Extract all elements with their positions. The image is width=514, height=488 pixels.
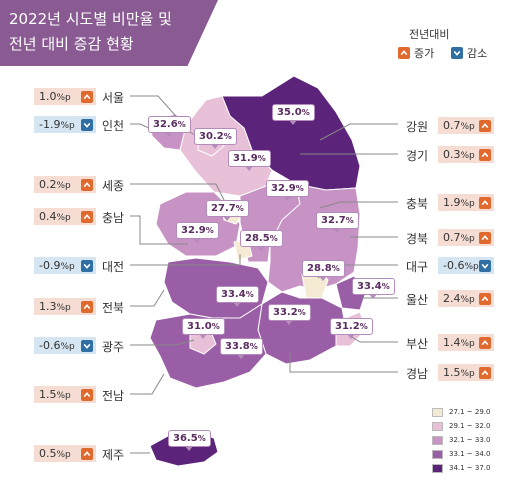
change-box-jeonnam: 1.5%p: [34, 386, 96, 403]
rate-badge-chungbuk: 32.9%: [266, 180, 309, 201]
legend-decrease-label: 감소: [467, 47, 488, 60]
rate-badge-gyeongnam: 33.2%: [268, 304, 311, 325]
down-arrow-icon: [81, 339, 93, 352]
scale-label-2: 29.1 ~ 32.0: [449, 422, 491, 430]
change-box-busan: 1.4%p: [438, 334, 494, 351]
down-arrow-icon: [451, 47, 463, 59]
up-arrow-icon: [81, 178, 93, 191]
scale-row-3: 32.1 ~ 33.0: [432, 434, 491, 446]
up-arrow-icon: [479, 119, 491, 132]
up-arrow-icon: [479, 196, 491, 209]
rate-badge-chungnam: 32.9%: [176, 222, 219, 243]
color-scale-legend: 27.1 ~ 29.0 29.1 ~ 32.0 32.1 ~ 33.0 33.1…: [432, 406, 491, 476]
up-arrow-icon: [479, 292, 491, 305]
rate-badge-jeju: 36.5%: [168, 430, 211, 451]
change-box-sejong: 0.2%p: [34, 176, 96, 193]
change-box-chungbuk: 1.9%p: [438, 194, 494, 211]
scale-swatch-3: [432, 435, 443, 445]
region-label-gyeongnam: 경남: [406, 367, 429, 381]
scale-row-2: 29.1 ~ 32.0: [432, 420, 491, 432]
rate-badge-busan: 31.2%: [330, 318, 373, 339]
change-box-daejeon: -0.9%p: [34, 257, 96, 274]
legend-increase: 증가: [398, 45, 434, 61]
region-label-chungbuk: 충북: [406, 197, 429, 211]
up-arrow-icon: [81, 210, 93, 223]
region-label-incheon: 인천: [102, 119, 125, 133]
change-box-gangwon: 0.7%p: [438, 117, 494, 134]
up-arrow-icon: [398, 47, 410, 59]
region-label-seoul: 서울: [102, 91, 125, 105]
up-arrow-icon: [479, 366, 491, 379]
change-box-gyeonggi: 0.3%p: [438, 146, 494, 163]
scale-row-4: 33.1 ~ 34.0: [432, 448, 491, 460]
region-label-jeonbuk: 전북: [102, 301, 125, 315]
legend-heading: 전년대비: [409, 28, 450, 41]
rate-badge-ulsan: 33.4%: [352, 278, 395, 299]
region-label-gyeonggi: 경기: [406, 149, 429, 163]
scale-row-1: 27.1 ~ 29.0: [432, 406, 491, 418]
change-box-incheon: -1.9%p: [34, 116, 96, 133]
down-arrow-icon: [81, 259, 93, 272]
region-label-jeju: 제주: [102, 448, 125, 462]
scale-label-4: 33.1 ~ 34.0: [449, 450, 491, 458]
rate-badge-seoul: 30.2%: [194, 128, 237, 149]
rate-badge-jeonnam: 33.8%: [220, 338, 263, 359]
rate-badge-gyeonggi: 31.9%: [228, 150, 271, 171]
legend-decrease: 감소: [451, 45, 487, 61]
legend-increase-label: 증가: [414, 47, 435, 60]
change-box-daegu: -0.6%p: [438, 257, 494, 274]
rate-badge-gangwon: 35.0%: [272, 104, 315, 125]
region-label-jeonnam: 전남: [102, 389, 125, 403]
rate-badge-gwangju: 31.0%: [182, 318, 225, 339]
scale-label-3: 32.1 ~ 33.0: [449, 436, 491, 444]
region-label-busan: 부산: [406, 337, 429, 351]
up-arrow-icon: [81, 300, 93, 313]
rate-badge-gyeongbuk: 32.7%: [316, 212, 359, 233]
scale-swatch-4: [432, 449, 443, 459]
title-line-1: 2022년 시도별 비만율 및: [9, 10, 172, 28]
rate-badge-daegu: 28.8%: [302, 260, 345, 281]
up-arrow-icon: [479, 336, 491, 349]
region-label-chungnam: 충남: [102, 211, 125, 225]
down-arrow-icon: [479, 259, 491, 272]
scale-label-1: 27.1 ~ 29.0: [449, 408, 491, 416]
region-label-sejong: 세종: [102, 179, 125, 193]
change-box-gyeongnam: 1.5%p: [438, 364, 494, 381]
rate-badge-incheon: 32.6%: [148, 116, 191, 137]
title-banner: 2022년 시도별 비만율 및 전년 대비 증감 현황: [0, 0, 218, 66]
down-arrow-icon: [81, 118, 93, 131]
scale-swatch-1: [432, 407, 443, 417]
change-box-gwangju: -0.6%p: [34, 337, 96, 354]
up-arrow-icon: [81, 388, 93, 401]
up-arrow-icon: [81, 90, 93, 103]
title-line-2: 전년 대비 증감 현황: [9, 35, 134, 53]
rate-badge-sejong: 27.7%: [206, 200, 249, 221]
change-box-gyeongbuk: 0.7%p: [438, 229, 494, 246]
region-label-gangwon: 강원: [406, 120, 429, 134]
up-arrow-icon: [81, 447, 93, 460]
change-box-chungnam: 0.4%p: [34, 208, 96, 225]
scale-swatch-5: [432, 463, 443, 473]
change-box-ulsan: 2.4%p: [438, 290, 494, 307]
rate-badge-jeonbuk: 33.4%: [216, 286, 259, 307]
region-label-daejeon: 대전: [102, 260, 125, 274]
region-label-daegu: 대구: [406, 260, 429, 274]
up-arrow-icon: [479, 148, 491, 161]
region-label-gyeongbuk: 경북: [406, 232, 429, 246]
scale-label-5: 34.1 ~ 37.0: [449, 464, 491, 472]
region-label-gwangju: 광주: [102, 340, 125, 354]
change-box-seoul: 1.0%p: [34, 88, 96, 105]
up-arrow-icon: [479, 231, 491, 244]
change-box-jeonbuk: 1.3%p: [34, 298, 96, 315]
rate-badge-daejeon: 28.5%: [240, 230, 283, 251]
change-box-jeju: 0.5%p: [34, 445, 96, 462]
scale-swatch-2: [432, 421, 443, 431]
region-label-ulsan: 울산: [406, 293, 429, 307]
scale-row-5: 34.1 ~ 37.0: [432, 462, 491, 474]
